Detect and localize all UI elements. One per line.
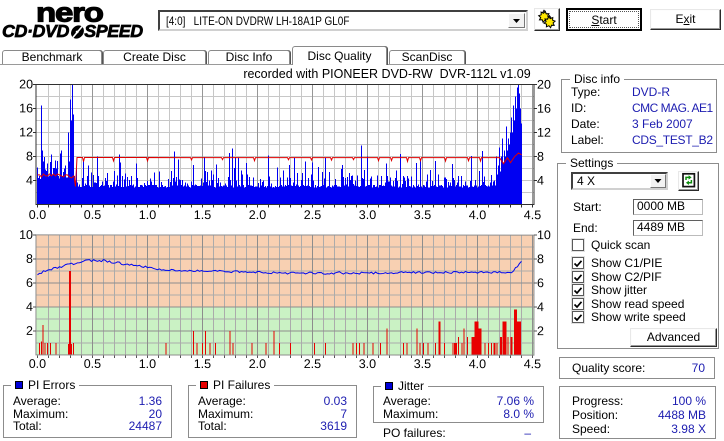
- svg-text:10: 10: [537, 228, 551, 242]
- svg-text:12: 12: [19, 125, 33, 139]
- svg-text:0.5: 0.5: [84, 357, 101, 371]
- svg-text:2: 2: [537, 324, 544, 338]
- svg-text:1.0: 1.0: [139, 357, 156, 371]
- svg-text:4: 4: [26, 300, 33, 314]
- svg-text:16: 16: [537, 102, 551, 116]
- svg-text:1.0: 1.0: [139, 208, 156, 222]
- svg-text:2.0: 2.0: [249, 208, 266, 222]
- svg-text:8: 8: [537, 252, 544, 266]
- svg-text:20: 20: [537, 78, 551, 92]
- svg-text:8: 8: [26, 252, 33, 266]
- svg-text:4: 4: [26, 173, 33, 187]
- svg-text:4.0: 4.0: [469, 357, 486, 371]
- svg-text:6: 6: [537, 276, 544, 290]
- svg-text:4.5: 4.5: [524, 357, 541, 371]
- svg-text:3.0: 3.0: [359, 357, 376, 371]
- svg-text:1.5: 1.5: [194, 357, 211, 371]
- svg-text:10: 10: [19, 228, 33, 242]
- svg-text:0.0: 0.0: [29, 357, 46, 371]
- svg-text:0.0: 0.0: [29, 208, 46, 222]
- svg-text:8: 8: [537, 150, 544, 164]
- svg-text:3.5: 3.5: [414, 208, 431, 222]
- svg-text:2.5: 2.5: [304, 357, 321, 371]
- svg-text:4.0: 4.0: [469, 208, 486, 222]
- svg-text:2: 2: [26, 324, 33, 338]
- svg-text:12: 12: [537, 126, 551, 140]
- svg-text:20: 20: [19, 77, 33, 91]
- svg-text:3.0: 3.0: [359, 208, 376, 222]
- svg-text:2.5: 2.5: [304, 208, 321, 222]
- svg-text:4: 4: [537, 300, 544, 314]
- svg-text:16: 16: [19, 101, 33, 115]
- svg-text:4.5: 4.5: [524, 208, 541, 222]
- svg-text:1.5: 1.5: [194, 208, 211, 222]
- svg-text:8: 8: [26, 149, 33, 163]
- svg-text:3.5: 3.5: [414, 357, 431, 371]
- svg-text:4: 4: [537, 174, 544, 188]
- svg-text:6: 6: [26, 276, 33, 290]
- svg-text:2.0: 2.0: [249, 357, 266, 371]
- svg-text:0.5: 0.5: [84, 208, 101, 222]
